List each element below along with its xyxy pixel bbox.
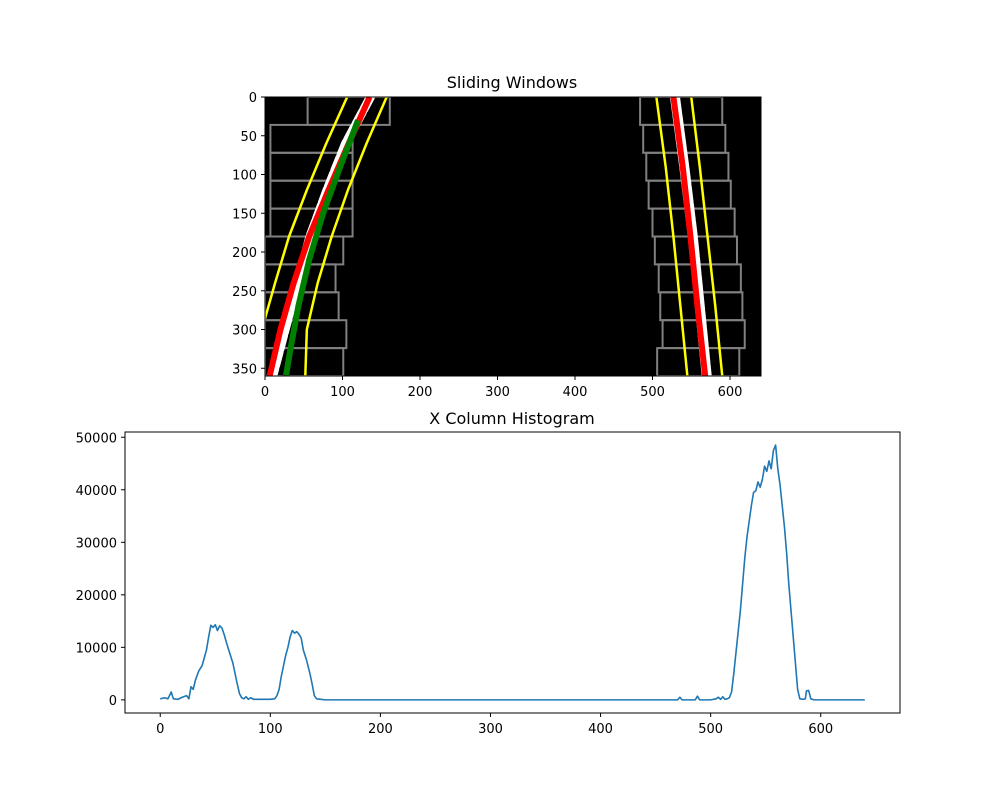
top-y-tick-label-100: 100 — [232, 169, 257, 184]
sliding-windows-title: Sliding Windows — [447, 73, 577, 92]
histogram-frame — [124, 431, 901, 714]
histogram-panel: X Column Histogram 0 100 200 300 400 500 600 0 1… — [76, 409, 901, 737]
fit-line-3 — [265, 97, 349, 324]
hist-x-tick-label-300: 300 — [478, 722, 503, 737]
top-y-tick-label-300: 300 — [232, 324, 257, 339]
fit-line-2 — [282, 119, 361, 376]
bottom-axes: 0 100 200 300 400 500 600 0 10000 20000 30000 40000… — [76, 431, 834, 737]
sliding-windows-panel: Sliding Windows 0 100 200 300 400 500 600 0 50 10… — [232, 73, 762, 400]
top-x-tick-label-100: 100 — [330, 385, 355, 400]
top-y-tick-label-350: 350 — [232, 362, 257, 377]
hist-x-tick-label-600: 600 — [808, 722, 833, 737]
hist-x-tick-label-400: 400 — [588, 722, 613, 737]
hist-y-tick-label-40000: 40000 — [76, 484, 117, 499]
top-y-tick-label-200: 200 — [232, 246, 257, 261]
histogram-line-0 — [160, 444, 865, 701]
left-window-9 — [265, 347, 345, 376]
top-x-tick-label-300: 300 — [485, 385, 510, 400]
top-x-tick-label-200: 200 — [408, 385, 433, 400]
hist-y-tick-label-0: 0 — [109, 694, 117, 709]
hist-x-tick-label-500: 500 — [698, 722, 723, 737]
right-window-9 — [656, 347, 741, 376]
fit-line-5 — [655, 97, 689, 376]
hist-x-tick-label-0: 0 — [156, 722, 164, 737]
top-x-tick-label-500: 500 — [640, 385, 665, 400]
fit-line-6 — [690, 97, 724, 376]
top-axes: 0 100 200 300 400 500 600 0 50 100 150 200 250 300 350 — [232, 91, 742, 400]
hist-y-tick-label-30000: 30000 — [76, 536, 117, 551]
hist-x-tick-label-100: 100 — [258, 722, 283, 737]
histogram-plot-area — [160, 444, 865, 701]
top-y-tick-label-50: 50 — [240, 130, 257, 145]
fit-line-1 — [670, 97, 709, 376]
top-x-tick-label-0: 0 — [261, 385, 269, 400]
top-x-tick-label-400: 400 — [563, 385, 588, 400]
top-y-tick-label-250: 250 — [232, 285, 257, 300]
top-y-tick-label-150: 150 — [232, 207, 257, 222]
image-frame — [264, 96, 762, 377]
hist-y-tick-label-20000: 20000 — [76, 589, 117, 604]
top-x-tick-label-600: 600 — [718, 385, 743, 400]
hist-x-tick-label-200: 200 — [368, 722, 393, 737]
hist-y-tick-label-10000: 10000 — [76, 641, 117, 656]
image-layer — [265, 97, 746, 376]
histogram-title: X Column Histogram — [429, 409, 594, 428]
hist-y-tick-label-50000: 50000 — [76, 431, 117, 446]
top-y-tick-label-0: 0 — [249, 91, 257, 106]
fit-line-4 — [304, 97, 388, 376]
